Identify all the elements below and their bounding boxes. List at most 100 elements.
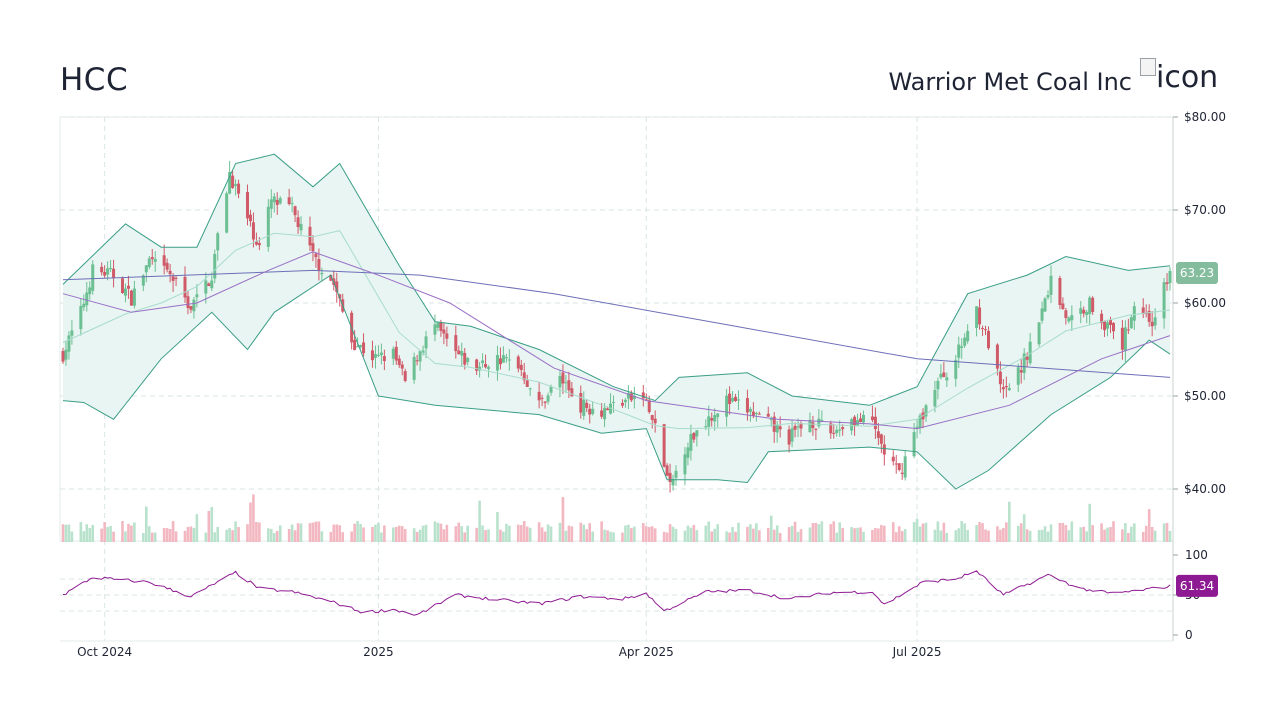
volume-bar: [1088, 503, 1091, 542]
volume-bar: [704, 525, 708, 542]
volume-bar: [1025, 529, 1029, 542]
volume-bar: [216, 526, 220, 542]
volume-bar: [752, 528, 755, 542]
volume-bar: [859, 527, 862, 542]
volume-bar: [380, 532, 383, 542]
volume-bar: [228, 528, 231, 542]
candle-body: [704, 426, 708, 428]
candle-body: [463, 352, 467, 365]
volume-bar: [796, 531, 800, 542]
volume-bar: [121, 521, 124, 542]
volume-bar: [275, 530, 279, 542]
volume-bar: [308, 523, 312, 542]
volume-bar: [725, 531, 728, 542]
candle-body: [106, 268, 110, 275]
volume-bar: [838, 522, 841, 542]
candle-body: [1082, 309, 1086, 314]
volume-bar: [267, 528, 270, 542]
volume-bar: [1162, 523, 1166, 542]
candle-body: [237, 183, 241, 194]
volume-bar: [668, 524, 672, 542]
candle-body: [650, 415, 654, 420]
bollinger-middle-line: [62, 230, 1171, 430]
volume-bar: [1037, 530, 1041, 542]
candle-body: [296, 217, 300, 227]
candle-body: [1144, 313, 1148, 315]
candle-body: [629, 393, 633, 401]
candle-body: [162, 255, 166, 266]
candle-body: [641, 392, 645, 399]
volume-bar: [853, 528, 856, 542]
candle-body: [1070, 315, 1074, 321]
volume-bar: [213, 532, 217, 542]
volume-bar: [850, 527, 853, 542]
volume-bar: [630, 528, 633, 542]
candle-body: [957, 344, 961, 358]
candle-body: [100, 266, 104, 273]
volume-bar: [377, 522, 380, 542]
candle-body: [579, 393, 583, 413]
volume-bar: [278, 525, 282, 542]
candle-body: [695, 430, 699, 437]
candle-body: [814, 428, 818, 430]
candle-body: [606, 408, 610, 411]
candle-body: [204, 280, 208, 294]
candle-body: [370, 350, 374, 361]
candle-body: [70, 330, 74, 336]
broken-image-frame: [1140, 58, 1156, 76]
company-logo-broken-image-icon: icon: [1140, 58, 1220, 98]
volume-bar: [314, 521, 318, 542]
candle-body: [1037, 322, 1041, 345]
volume-bar: [371, 527, 374, 542]
volume-bar: [769, 515, 773, 542]
volume-bar: [621, 532, 624, 542]
volume-bar: [1150, 527, 1154, 542]
candle-body: [894, 463, 898, 465]
volume-bar: [585, 529, 589, 542]
candle-body: [546, 395, 550, 402]
volume-bar: [439, 523, 443, 542]
volume-bar: [793, 521, 797, 542]
candle-body: [820, 419, 824, 421]
volume-bar: [758, 530, 761, 542]
volume-bar: [519, 525, 523, 542]
volume-bar: [650, 526, 654, 542]
volume-bar: [516, 524, 520, 542]
candle-body: [745, 398, 749, 413]
volume-bar: [433, 521, 437, 542]
volume-bar: [987, 530, 990, 542]
volume-bar: [436, 522, 440, 542]
volume-bar: [1127, 532, 1130, 542]
candle-body: [186, 296, 190, 308]
volume-bars: [61, 494, 1172, 542]
candle-body: [626, 393, 630, 399]
candle-body: [1049, 275, 1053, 295]
candle-body: [945, 377, 949, 381]
volume-bar: [582, 524, 586, 542]
volume-bar: [249, 502, 252, 542]
candle-body: [1088, 297, 1092, 315]
candle-body: [876, 431, 880, 438]
candle-body: [1168, 270, 1172, 284]
volume-bar: [695, 530, 699, 542]
price-tick-label: $80.00: [1184, 110, 1226, 124]
volume-bar: [207, 510, 211, 542]
candle-body: [82, 303, 86, 308]
volume-bar: [225, 529, 228, 542]
candle-body: [841, 427, 845, 430]
candle-body: [213, 253, 217, 279]
volume-bar: [877, 528, 880, 542]
volume-bar: [383, 525, 386, 542]
candle-body: [1103, 321, 1107, 331]
volume-bar: [100, 528, 103, 542]
volume-bar: [588, 523, 592, 542]
candle-body: [216, 233, 220, 251]
candle-body: [835, 429, 839, 434]
volume-bar: [499, 529, 502, 542]
volume-bar: [716, 524, 719, 542]
volume-bar: [171, 521, 175, 542]
bollinger-lower-line: [62, 274, 1171, 490]
candle-body: [1016, 367, 1020, 385]
volume-bar: [290, 524, 294, 542]
